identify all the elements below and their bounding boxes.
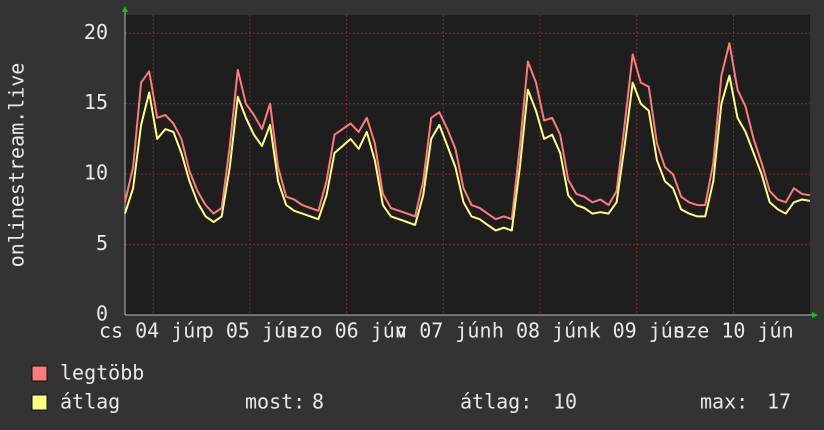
x-tick-label: h 08 jún xyxy=(492,319,588,343)
stat-value: 8 xyxy=(312,390,324,414)
x-tick-label: p 05 jún xyxy=(202,319,298,343)
y-tick-label: 5 xyxy=(96,231,108,255)
x-tick-label: sze 10 jún xyxy=(673,319,793,343)
legend-swatch xyxy=(31,394,48,411)
x-tick-label: szo 06 jún xyxy=(286,319,406,343)
y-tick-label: 0 xyxy=(96,302,108,326)
stat-value: 17 xyxy=(767,390,791,414)
legend-label: átlag xyxy=(60,390,120,414)
series-line xyxy=(124,74,811,232)
x-tick-label: k 09 jún xyxy=(589,319,685,343)
y-tick-label: 10 xyxy=(84,161,108,185)
legend-label: legtöbb xyxy=(60,361,144,385)
axis-arrow xyxy=(122,6,128,12)
axis-arrow xyxy=(812,312,818,318)
plot-area xyxy=(125,15,810,315)
x-tick-label: cs 04 jún xyxy=(99,319,207,343)
legend-swatch xyxy=(31,365,48,382)
x-tick-label: v 07 jún xyxy=(395,319,491,343)
stat-value: 10 xyxy=(553,390,577,414)
stat-label: most: xyxy=(245,390,305,414)
series-line xyxy=(124,42,811,221)
y-tick-label: 15 xyxy=(84,90,108,114)
stat-label: átlag: xyxy=(460,390,532,414)
stat-label: max: xyxy=(700,390,748,414)
y-tick-label: 20 xyxy=(84,20,108,44)
y-axis-label: onlinestream.live xyxy=(5,63,29,268)
